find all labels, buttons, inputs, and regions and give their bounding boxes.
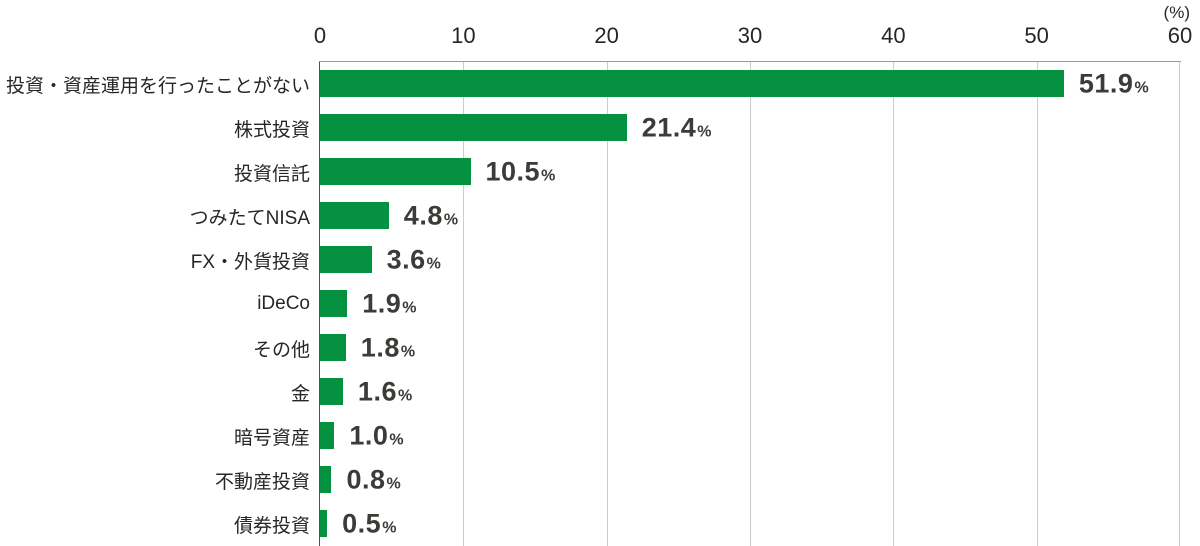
- gridline: [750, 62, 751, 546]
- bar: [320, 202, 389, 229]
- percent-suffix: %: [541, 167, 556, 185]
- value-number: 0.8: [346, 464, 386, 495]
- bar: [320, 246, 372, 273]
- percent-suffix: %: [426, 255, 441, 273]
- category-label: つみたてNISA: [189, 207, 310, 229]
- gridline: [463, 62, 465, 546]
- bar-row: 21.4%: [320, 106, 1180, 150]
- value-label: 1.9%: [362, 289, 416, 320]
- x-tick-label: 60: [1167, 23, 1193, 48]
- category-label: 債券投資: [233, 515, 310, 537]
- category-label: iDeCo: [257, 293, 310, 314]
- x-tick-label: 40: [881, 23, 906, 48]
- percent-suffix: %: [1134, 79, 1149, 97]
- value-number: 4.8: [403, 200, 443, 231]
- x-tick-label: 50: [1024, 23, 1049, 48]
- x-tick-label: 30: [737, 23, 763, 48]
- bar-row: 10.5%: [320, 150, 1180, 194]
- plot-area: 51.9% 21.4% 10.5% 4.8% 3.6% 1.9% 1.8% 1.6% 1.0% 0…: [320, 62, 1180, 546]
- gridline: [893, 62, 895, 546]
- category-label: FX・外貨投資: [190, 251, 310, 273]
- gridline: [1036, 62, 1038, 546]
- percent-suffix: %: [402, 299, 417, 317]
- percent-suffix: %: [389, 431, 404, 449]
- bar: [320, 334, 346, 361]
- value-number: 51.9: [1078, 68, 1134, 99]
- bar: [320, 158, 471, 185]
- bar-row: 0.8%: [320, 458, 1180, 502]
- bar: [320, 70, 1064, 97]
- category-label: 不動産投資: [214, 471, 310, 493]
- value-number: 1.9: [362, 288, 402, 319]
- bar-row: 3.6%: [320, 238, 1180, 282]
- bar: [320, 378, 343, 405]
- axis-unit-label: (%): [1163, 3, 1190, 22]
- gridline: [606, 62, 608, 546]
- category-label: 株式投資: [233, 119, 310, 141]
- percent-suffix: %: [397, 387, 413, 405]
- value-number: 0.5: [342, 508, 382, 539]
- category-label: 投資・資産運用を行ったことがない: [5, 75, 310, 97]
- value-number: 1.6: [357, 376, 397, 407]
- bar-row: 4.8%: [320, 194, 1180, 238]
- bar-row: 1.0%: [320, 414, 1180, 458]
- bar-row: 1.8%: [320, 326, 1180, 370]
- value-label: 0.8%: [346, 465, 400, 496]
- x-tick-label: 0: [313, 23, 327, 48]
- value-label: 3.6%: [387, 245, 441, 276]
- bar: [320, 422, 335, 449]
- bar: [320, 466, 332, 493]
- value-label: 0.5%: [342, 509, 396, 540]
- value-label: 10.5%: [486, 157, 556, 188]
- x-tick-label: 20: [594, 23, 619, 48]
- y-axis-line: [319, 62, 320, 546]
- category-label: その他: [252, 339, 310, 361]
- percent-suffix: %: [697, 123, 712, 141]
- category-label: 金: [290, 383, 310, 405]
- value-label: 21.4%: [642, 113, 712, 144]
- value-label: 1.8%: [361, 333, 415, 364]
- value-label: 1.0%: [349, 421, 403, 452]
- category-label: 投資信託: [233, 163, 310, 185]
- bar-row: 0.5%: [320, 502, 1180, 546]
- gridline: [1179, 62, 1180, 546]
- category-labels: 投資・資産運用を行ったことがない株式投資投資信託つみたてNISA FX・外貨投資 i…: [0, 62, 310, 546]
- bar: [320, 290, 348, 317]
- bar: [320, 510, 328, 537]
- plot-top-border: [319, 61, 1181, 62]
- value-number: 10.5: [485, 156, 541, 187]
- value-number: 3.6: [386, 244, 426, 275]
- bar: [320, 114, 627, 141]
- percent-suffix: %: [382, 519, 397, 537]
- value-number: 1.8: [360, 332, 400, 363]
- value-label: 1.6%: [358, 377, 412, 408]
- bar-row: 51.9%: [320, 62, 1180, 106]
- percent-suffix: %: [400, 343, 416, 361]
- value-label: 4.8%: [404, 201, 458, 232]
- category-label: 暗号資産: [233, 427, 310, 449]
- value-number: 21.4: [641, 112, 697, 143]
- x-tick-label: 10: [451, 23, 476, 48]
- percent-suffix: %: [386, 475, 401, 493]
- value-number: 1.0: [349, 420, 389, 451]
- value-label: 51.9%: [1079, 69, 1149, 100]
- bar-row: 1.9%: [320, 282, 1180, 326]
- percent-suffix: %: [443, 211, 459, 229]
- bar-row: 1.6%: [320, 370, 1180, 414]
